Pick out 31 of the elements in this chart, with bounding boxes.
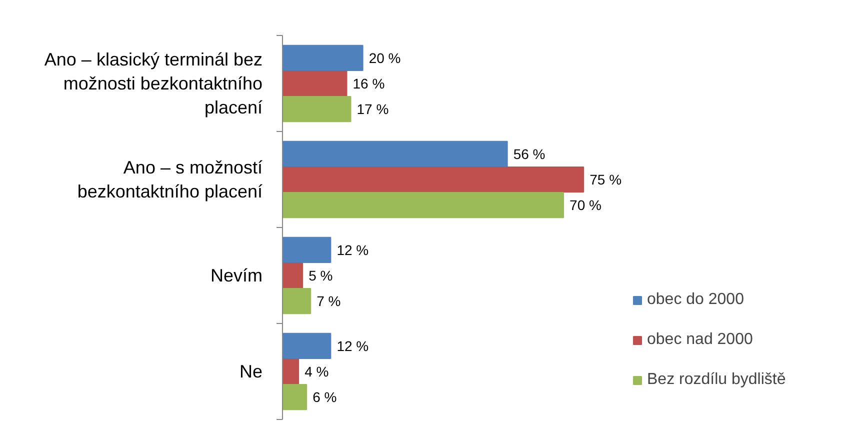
data-label: 17 % xyxy=(356,101,389,118)
bar xyxy=(282,70,348,97)
bar xyxy=(282,384,308,410)
bar xyxy=(282,332,332,359)
data-label: 7 % xyxy=(316,293,341,310)
data-label: 75 % xyxy=(590,172,622,188)
bar xyxy=(282,140,508,167)
y-tick-label: Ano – klasický terminál bez možnosti bezkontaktního placení xyxy=(44,50,263,118)
y-tick-label: Ano – s možností bezkontaktního placení xyxy=(77,158,263,202)
legend-label: obec nad 2000 xyxy=(647,331,753,349)
legend-label: Bez rozdílu bydliště xyxy=(647,371,786,389)
bar xyxy=(282,96,352,122)
data-label: 12 % xyxy=(336,338,369,354)
legend-label: obec do 2000 xyxy=(647,291,744,309)
data-label: 56 % xyxy=(513,146,546,162)
bar xyxy=(282,166,584,193)
data-label: 12 % xyxy=(336,242,369,258)
y-tick-label: Nevím xyxy=(210,266,263,286)
bar xyxy=(282,192,564,218)
data-label: 70 % xyxy=(570,197,602,214)
bar xyxy=(282,288,312,314)
data-label: 6 % xyxy=(312,389,337,406)
bar xyxy=(282,358,300,385)
data-label: 4 % xyxy=(304,364,329,380)
bar xyxy=(282,262,304,289)
bar xyxy=(282,44,364,71)
bar xyxy=(282,236,332,263)
y-tick-label: Ne xyxy=(239,362,263,382)
data-label: 16 % xyxy=(352,76,385,92)
data-label: 5 % xyxy=(308,268,333,284)
data-label: 20 % xyxy=(368,50,401,66)
